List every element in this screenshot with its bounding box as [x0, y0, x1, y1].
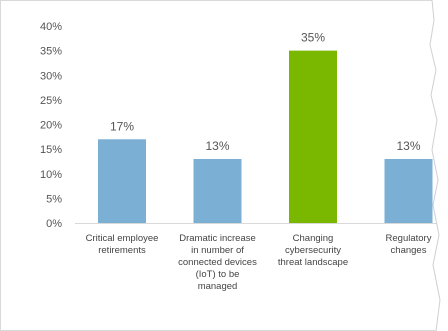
data-label: 13%	[205, 139, 229, 153]
data-label: 17%	[110, 119, 134, 133]
category-label-line: Critical employee	[86, 233, 159, 244]
category-label-line: Dramatic increase	[179, 233, 256, 244]
y-tick-label: 40%	[40, 21, 62, 33]
y-tick-label: 20%	[40, 120, 62, 132]
y-tick-label: 25%	[40, 95, 62, 107]
category-label-line: Changing	[293, 233, 334, 244]
category-label-line: in number of	[191, 245, 244, 256]
bar-1	[193, 158, 242, 223]
category-label-line: retirements	[98, 245, 146, 256]
y-tick-label: 5%	[46, 193, 62, 205]
category-label-line: (IoT) to be	[196, 269, 240, 280]
category-label-line: changes	[391, 245, 427, 256]
category-label-line: threat landscape	[278, 257, 348, 268]
y-tick-label: 0%	[46, 218, 62, 230]
bar-0	[98, 139, 146, 223]
category-label-line: Regulatory	[386, 233, 432, 244]
y-tick-label: 30%	[40, 70, 62, 82]
data-label: 35%	[301, 31, 325, 45]
data-label: 13%	[396, 139, 420, 153]
y-tick-label: 10%	[40, 169, 62, 181]
category-label-line: cybersecurity	[285, 245, 341, 256]
bar-2	[289, 50, 337, 223]
category-label-line: managed	[198, 281, 238, 292]
y-tick-label: 15%	[40, 144, 62, 156]
category-label-line: connected devices	[178, 257, 257, 268]
y-tick-label: 35%	[40, 46, 62, 58]
bar-3	[384, 158, 433, 223]
